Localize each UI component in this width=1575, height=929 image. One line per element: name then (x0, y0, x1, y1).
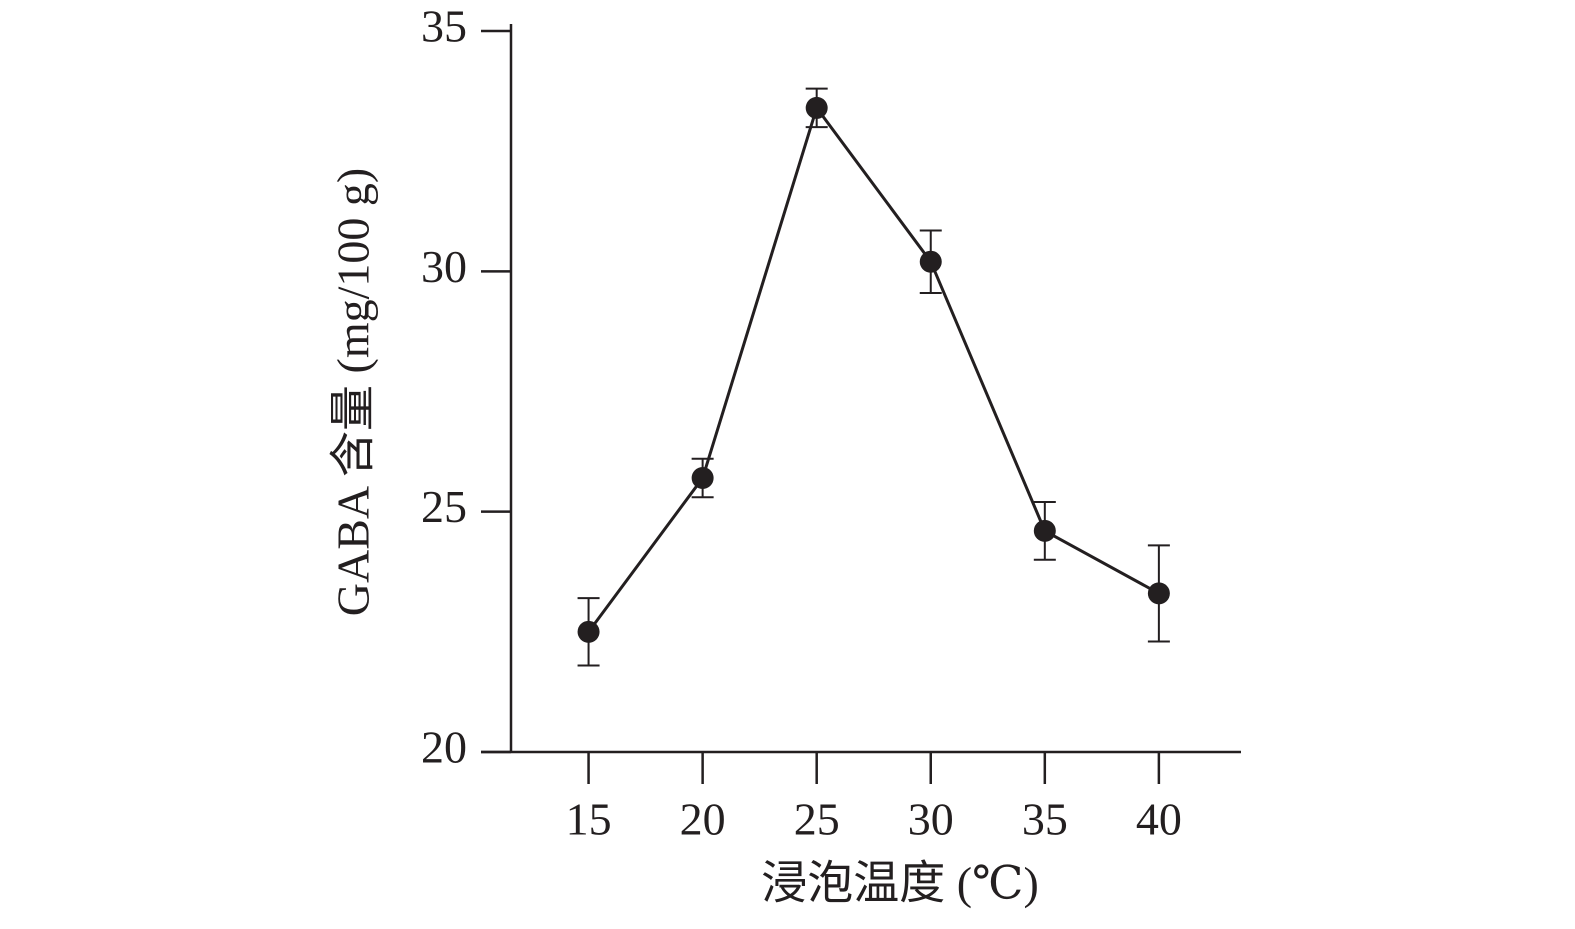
line (587, 104, 1160, 633)
point (1033, 519, 1056, 542)
point (1147, 582, 1170, 605)
y-tick-label: 25 (421, 481, 467, 532)
x-tick-label: 30 (908, 794, 954, 845)
x-tick-label: 40 (1136, 794, 1182, 845)
point (691, 467, 714, 490)
point (577, 620, 600, 643)
y-axis-label: GABA 含量 (mg/100 g) (328, 168, 379, 617)
x-tick-label: 35 (1022, 794, 1068, 845)
x-axis-label: 浸泡温度 (℃) (761, 858, 1039, 909)
point (919, 250, 942, 273)
x-tick-label: 20 (680, 794, 726, 845)
point (805, 96, 828, 119)
x-tick-label: 25 (794, 794, 840, 845)
y-tick-label: 35 (421, 1, 467, 52)
y-tick-label: 30 (421, 241, 467, 292)
y-tick-label: 20 (421, 722, 467, 773)
x-tick-label: 15 (566, 794, 612, 845)
